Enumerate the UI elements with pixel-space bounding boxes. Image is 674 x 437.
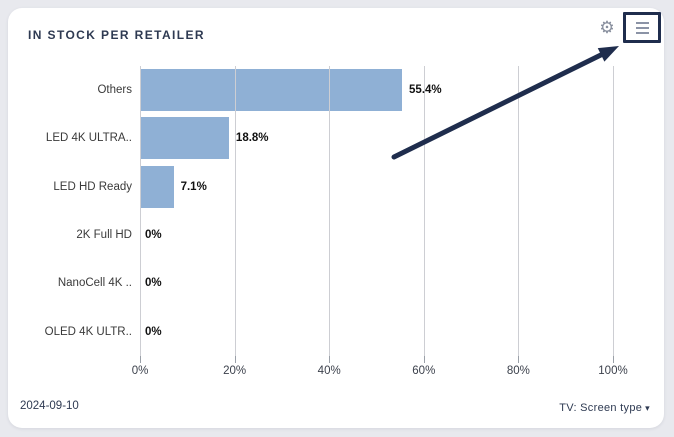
value-label: 7.1% bbox=[180, 180, 207, 193]
value-label: 0% bbox=[145, 277, 162, 290]
value-label: 0% bbox=[145, 229, 162, 241]
gridline bbox=[423, 66, 425, 356]
hamburger-line bbox=[635, 21, 649, 24]
bar-row: 0% bbox=[140, 211, 613, 259]
hamburger-line bbox=[635, 26, 649, 29]
tick-label: 40% bbox=[317, 365, 341, 377]
tick-mark bbox=[140, 356, 141, 363]
category-label: LED 4K ULTRA.. bbox=[45, 132, 132, 145]
hamburger-line bbox=[635, 31, 649, 34]
plot-area: 55.4% 18.8% 7.1% 0% 0% 0% bbox=[140, 66, 614, 356]
category-label: Others bbox=[97, 84, 132, 96]
gridline bbox=[518, 66, 520, 356]
category-label: NanoCell 4K .. bbox=[57, 277, 132, 290]
bar-row: 0% bbox=[140, 308, 613, 356]
bar[interactable] bbox=[140, 117, 229, 160]
settings-gear-icon[interactable]: ⚙ bbox=[599, 18, 615, 37]
bar-row: 7.1% bbox=[140, 163, 613, 211]
tick-mark bbox=[613, 356, 614, 363]
gridline bbox=[613, 66, 614, 356]
tick-label: 60% bbox=[412, 365, 436, 377]
bar-row: 18.8% bbox=[140, 114, 613, 162]
gridline bbox=[329, 66, 331, 356]
in-stock-card: IN STOCK PER RETAILER ⚙ Others LED 4K ULT… bbox=[8, 8, 664, 428]
bar[interactable] bbox=[140, 69, 403, 111]
tick-label: 100% bbox=[598, 365, 628, 377]
x-axis-ticks bbox=[140, 356, 614, 363]
category-label: OLED 4K ULTR.. bbox=[44, 325, 132, 338]
tick-label: 20% bbox=[223, 365, 247, 377]
tick-label: 0% bbox=[131, 365, 149, 377]
value-label: 55.4% bbox=[409, 84, 442, 96]
screen-type-dropdown-label: TV: Screen type bbox=[559, 402, 643, 414]
bar-row: 55.4% bbox=[140, 66, 613, 114]
tick-mark bbox=[329, 356, 331, 363]
category-label: LED HD Ready bbox=[53, 180, 132, 193]
category-label: 2K Full HD bbox=[76, 229, 132, 241]
bar[interactable] bbox=[140, 165, 174, 208]
date-label: 2024-09-10 bbox=[20, 400, 79, 412]
tick-label: 80% bbox=[506, 365, 530, 377]
chevron-down-icon: ▾ bbox=[645, 403, 650, 413]
value-label: 18.8% bbox=[235, 132, 269, 145]
hamburger-menu-button[interactable] bbox=[623, 12, 661, 43]
tick-mark bbox=[518, 356, 520, 363]
value-label: 0% bbox=[145, 325, 162, 338]
gridline bbox=[234, 66, 236, 356]
card-title: IN STOCK PER RETAILER bbox=[28, 28, 205, 42]
tick-mark bbox=[234, 356, 236, 363]
bar-row: 0% bbox=[140, 259, 613, 307]
tick-mark bbox=[423, 356, 425, 363]
gridline bbox=[140, 66, 141, 356]
screen-type-dropdown[interactable]: TV: Screen type ▾ bbox=[559, 402, 650, 414]
x-axis-labels: 0% 20% 40% 60% 80% 100% bbox=[132, 365, 628, 381]
category-axis: Others LED 4K ULTRA.. LED HD Ready 2K Full … bbox=[8, 66, 132, 356]
